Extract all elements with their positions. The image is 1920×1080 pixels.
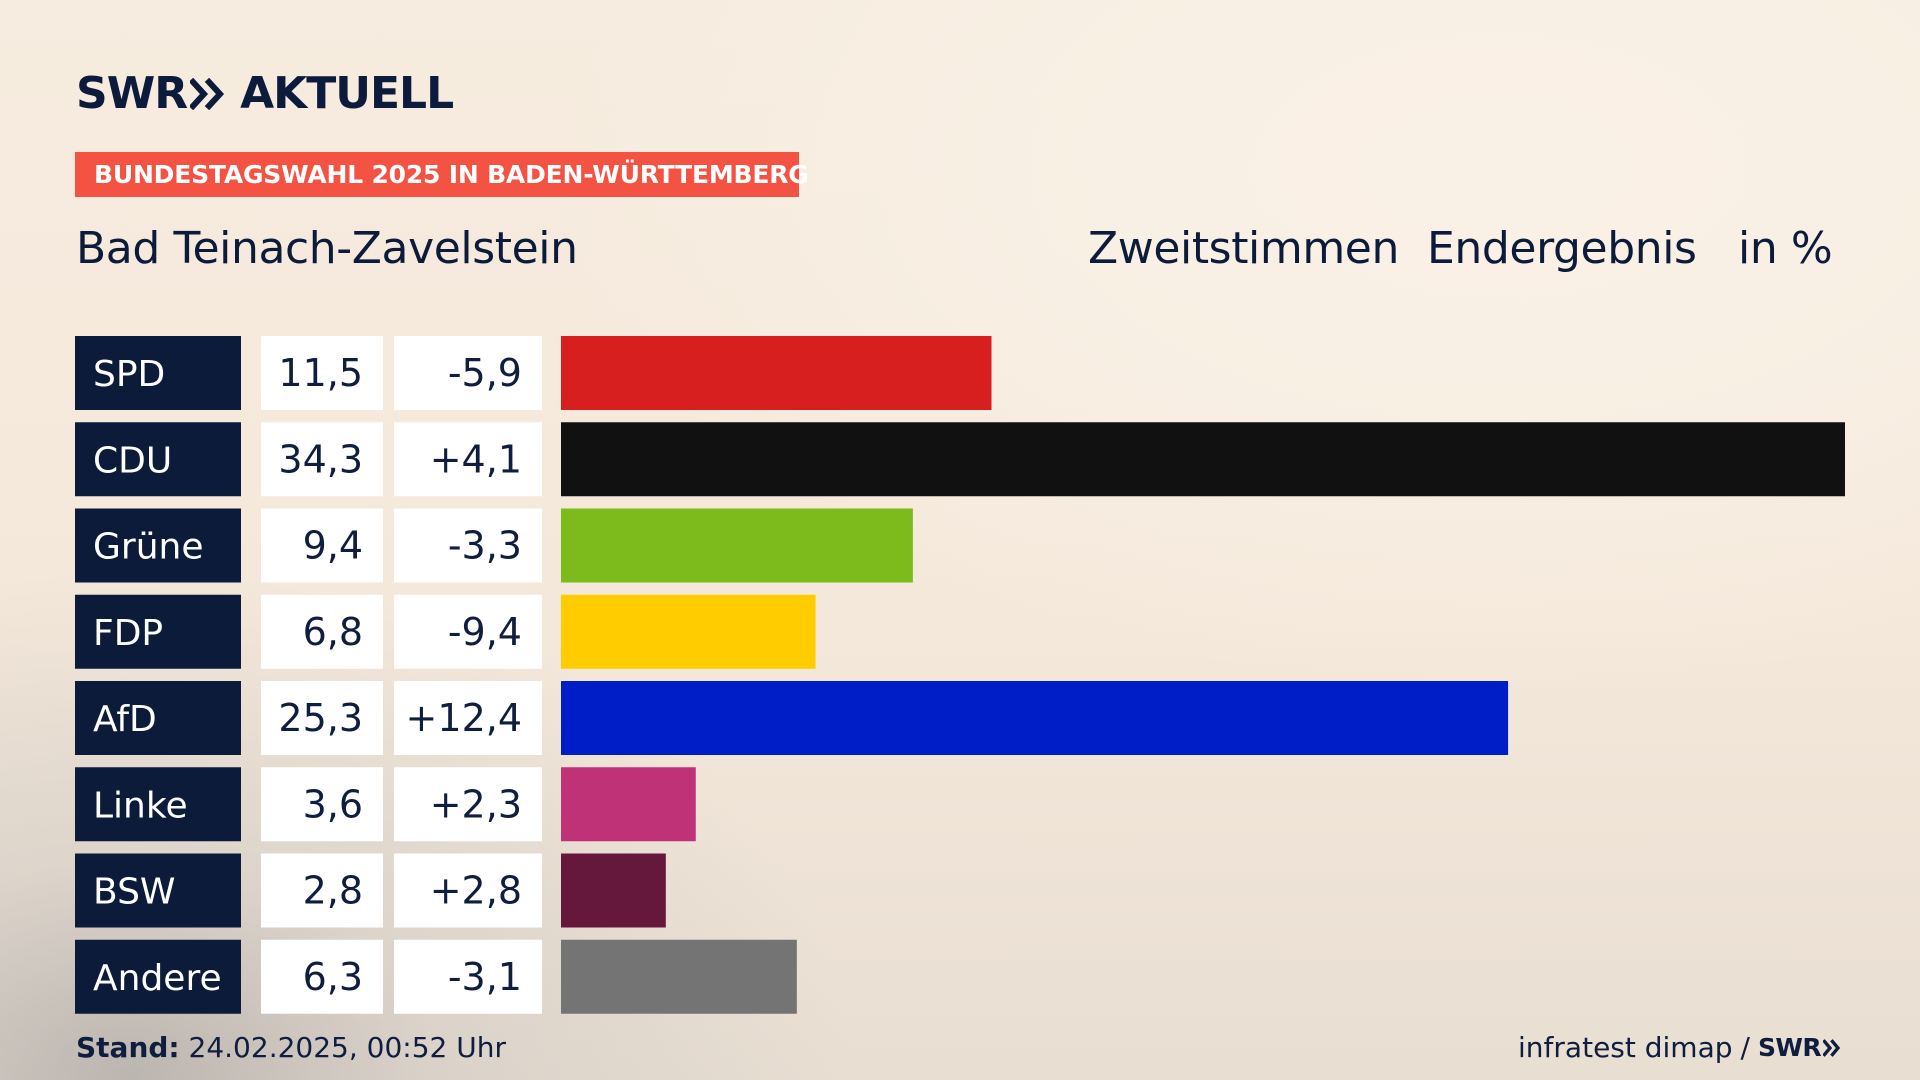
timestamp-label: Stand: [76,1031,180,1064]
vote-share-cell [261,681,383,755]
result-bar [561,853,666,928]
double-chevron-right-icon [1823,1039,1841,1057]
result-bar [561,594,816,669]
vote-share-value: 2,8 [303,869,363,913]
chart-row-gruene: Grüne 9,4 -3,3 [75,508,913,583]
chart-row-spd: SPD 11,5 -5,9 [75,336,992,410]
vote-change-value: +2,3 [430,782,522,826]
vote-change-cell [394,681,542,755]
result-bar [561,336,992,410]
vote-share-value: 6,3 [303,955,363,999]
timestamp-value: 24.02.2025, 00:52 Uhr [188,1031,506,1064]
source-separator: / [1740,1031,1750,1064]
vote-share-value: 9,4 [303,524,363,568]
result-bar [561,767,696,842]
double-chevron-right-icon [190,78,225,110]
election-subtitle-badge: BUNDESTAGSWAHL 2025 IN BADEN-WÜRTTEMBERG [75,152,809,197]
chart-row-fdp: FDP 6,8 -9,4 [75,594,816,669]
vote-change-value: -5,9 [448,351,522,395]
vote-share-cell [261,336,383,410]
party-label: AfD [93,699,157,740]
party-label-box [75,508,241,583]
source-text: infratest dimap [1518,1031,1733,1064]
vote-change-value: -9,4 [448,610,522,654]
page-title: Bad Teinach-Zavelstein [76,223,578,274]
vote-share-value: 25,3 [278,696,363,740]
vote-share-value: 3,6 [303,782,363,826]
chart-row-bsw: BSW 2,8 +2,8 [75,853,666,928]
logo-aktuell-text: AKTUELL [240,68,454,119]
party-label-box [75,681,241,755]
party-label: CDU [93,440,172,481]
party-label: Andere [93,958,222,999]
source-footer: infratest dimap / SWR [1518,1030,1844,1066]
party-label: Linke [93,785,188,826]
vote-share-cell [261,853,383,928]
vote-change-cell [394,939,542,1014]
party-label: BSW [93,872,176,913]
vote-share-cell [261,767,383,842]
vote-share-cell [261,508,383,583]
vote-share-value: 34,3 [278,437,363,481]
party-label: Grüne [93,527,203,568]
footer-brand-text: SWR [1757,1033,1822,1062]
vote-change-cell [394,853,542,928]
unit-label: in % [1738,223,1833,274]
party-label-box [75,422,241,497]
vote-change-value: +4,1 [430,437,522,481]
party-label: FDP [93,613,163,654]
result-bar [561,508,913,583]
vote-share-cell [261,939,383,1014]
vote-share-cell [261,594,383,669]
party-label-box [75,853,241,928]
party-label-box [75,939,241,1014]
vote-share-value: 6,8 [303,610,363,654]
vote-share-cell [261,422,383,497]
vote-change-cell [394,336,542,410]
vote-change-cell [394,767,542,842]
vote-share-value: 11,5 [278,351,363,395]
chart-row-andere: Andere 6,3 -3,1 [75,939,797,1014]
vote-change-cell [394,594,542,669]
party-label: SPD [93,354,165,395]
result-bar [561,939,797,1014]
result-bar [561,681,1509,755]
timestamp-footer: Stand: 24.02.2025, 00:52 Uhr [76,1030,506,1066]
party-label-box [75,767,241,842]
logo-swr-text: SWR [76,68,188,119]
result-status-label: Endergebnis [1427,223,1697,274]
vote-change-value: -3,3 [448,524,522,568]
vote-change-value: -3,1 [448,955,522,999]
party-label-box [75,594,241,669]
vote-type-label: Zweitstimmen [1088,223,1399,274]
chart-row-cdu: CDU 34,3 +4,1 [75,422,1845,497]
chart-row-linke: Linke 3,6 +2,3 [75,767,696,842]
party-label-box [75,336,241,410]
vote-change-value: +2,8 [430,869,522,913]
footer-swr-brand: SWR [1758,1030,1844,1066]
swr-aktuell-logo: SWR AKTUELL [76,68,454,119]
vote-change-cell [394,508,542,583]
result-bar [561,422,1845,497]
vote-change-cell [394,422,542,497]
chart-row-afd: AfD 25,3 +12,4 [75,681,1509,755]
vote-change-value: +12,4 [406,696,522,740]
